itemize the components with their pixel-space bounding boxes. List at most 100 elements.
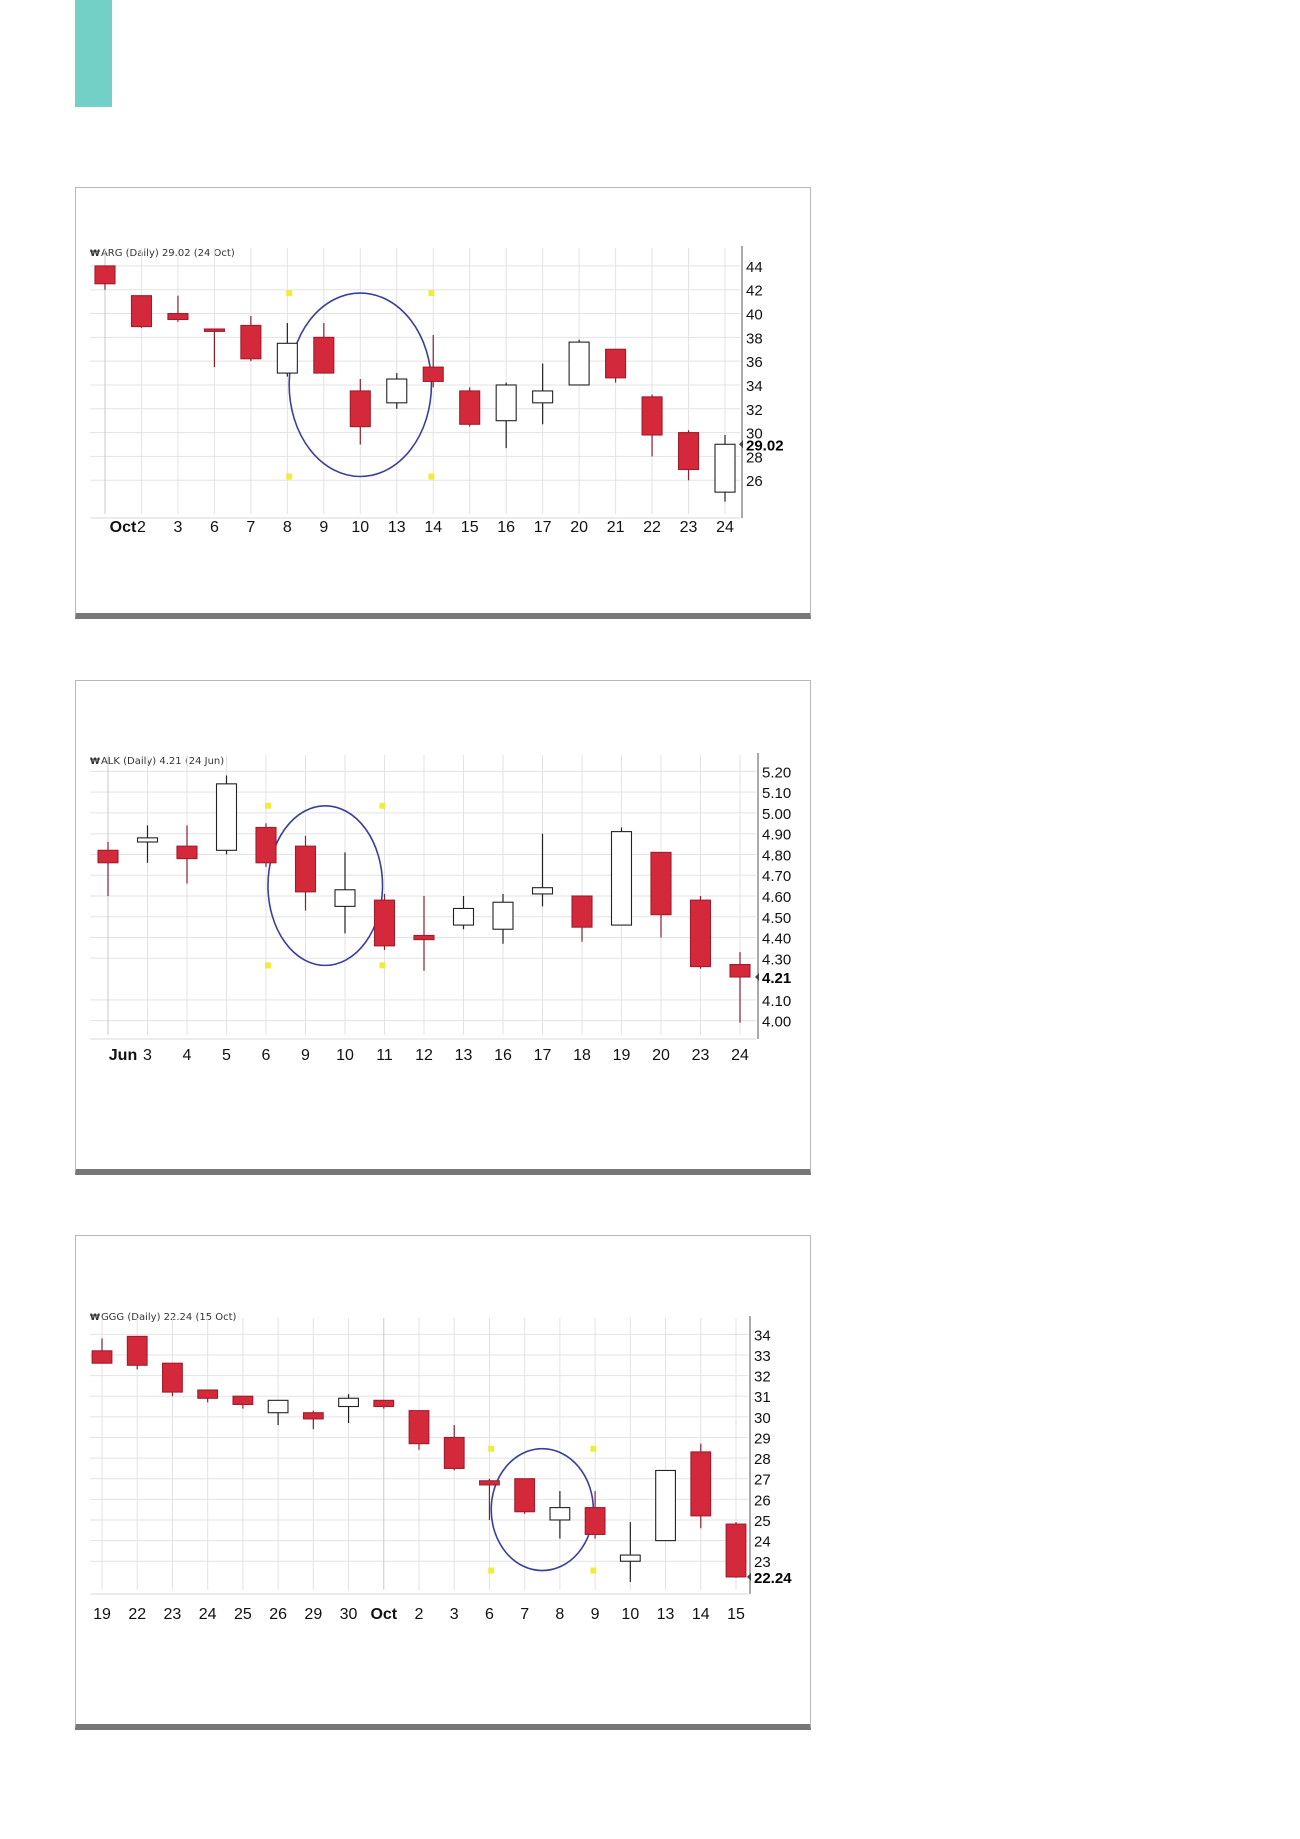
- candle: [232, 1395, 254, 1409]
- candle-body-down: [479, 1480, 500, 1486]
- candle-body-down: [677, 432, 700, 471]
- candle: [725, 1522, 747, 1578]
- candle-body-up: [495, 384, 517, 422]
- ticker-logo-icon: ₩: [90, 249, 100, 259]
- x-tick-label: 17: [534, 519, 552, 536]
- x-tick-label: 3: [173, 519, 182, 536]
- candle: [714, 434, 736, 502]
- y-tick-label: 44: [746, 259, 763, 276]
- last-value-pointer: [739, 440, 743, 449]
- candle-body-down: [408, 1410, 430, 1445]
- x-tick-label: Oct: [370, 1606, 397, 1623]
- y-tick-label: 26: [754, 1492, 771, 1509]
- candle-body-down: [91, 1350, 113, 1364]
- x-tick-label: 2: [415, 1606, 424, 1623]
- candle-body-down: [443, 1436, 465, 1469]
- x-tick-label: 23: [164, 1606, 182, 1623]
- candle: [641, 394, 663, 457]
- candle: [568, 339, 590, 386]
- y-tick-label: 29: [754, 1430, 771, 1447]
- y-tick-label: 5.10: [762, 785, 791, 802]
- x-tick-label: 10: [351, 519, 369, 536]
- y-tick-label: 4.80: [762, 847, 791, 864]
- candle-body-up: [276, 342, 298, 374]
- y-tick-label: 23: [754, 1554, 771, 1571]
- y-tick-label: 28: [746, 449, 763, 466]
- candle: [176, 825, 198, 884]
- x-tick-label: 14: [424, 519, 442, 536]
- candle-body-up: [215, 783, 238, 851]
- y-tick-label: 25: [754, 1513, 771, 1530]
- candle-body-down: [197, 1389, 219, 1399]
- x-tick-label: 24: [716, 519, 734, 536]
- candle: [443, 1425, 465, 1471]
- x-tick-label: 14: [692, 1606, 710, 1623]
- candle-body-down: [313, 336, 335, 374]
- highlight-ellipse: [288, 292, 433, 478]
- y-tick-label: 31: [754, 1389, 771, 1406]
- candle-body-down: [203, 328, 225, 332]
- candle-body-down: [584, 1507, 606, 1535]
- candle-body-down: [255, 826, 277, 864]
- candle: [386, 373, 408, 409]
- candle-body-down: [689, 899, 712, 968]
- chart-title: ₩ALK (Daily) 4.21 (24 Jun): [90, 756, 224, 767]
- y-tick-label: 4.90: [762, 827, 791, 844]
- chart-panel-alk: ₩ALK (Daily) 4.21 (24 Jun) 5.20 5.10 5.00 4…: [75, 680, 811, 1175]
- candle: [136, 825, 159, 863]
- selection-marker: [264, 962, 271, 969]
- selection-marker: [428, 473, 435, 480]
- y-tick-label: 32: [746, 402, 763, 419]
- x-tick-label: 7: [520, 1606, 529, 1623]
- candle: [452, 896, 475, 930]
- chart-title: ₩ARG (Daily) 29.02 (24 Oct): [90, 248, 235, 259]
- x-tick-label: 30: [340, 1606, 358, 1623]
- candle-body-up: [492, 901, 514, 930]
- candle: [373, 893, 396, 950]
- selection-marker: [488, 1567, 495, 1574]
- x-tick-label: 3: [450, 1606, 459, 1623]
- candle: [338, 1394, 359, 1424]
- candle: [240, 315, 262, 362]
- candle-body-down: [605, 348, 627, 379]
- candle: [197, 1389, 219, 1403]
- x-tick-label: 9: [319, 519, 328, 536]
- candle-body-up: [452, 907, 475, 926]
- x-tick-label: 7: [246, 519, 255, 536]
- candle: [690, 1443, 712, 1529]
- candle: [495, 382, 517, 449]
- x-tick-label: 9: [591, 1606, 600, 1623]
- candle: [531, 833, 554, 907]
- candle-body-up: [136, 837, 159, 843]
- x-tick-label: 19: [93, 1606, 111, 1623]
- candle-body-down: [373, 899, 396, 947]
- candle: [313, 323, 335, 374]
- candle: [408, 1410, 430, 1450]
- candle: [650, 851, 672, 938]
- chart-panel-ggg: ₩GGG (Daily) 22.24 (15 Oct) 34 33 32 31 30 29…: [75, 1235, 811, 1730]
- candle-body-down: [650, 851, 672, 916]
- x-tick-label: Jun: [109, 1047, 137, 1064]
- candle: [584, 1491, 606, 1539]
- x-tick-label: 13: [388, 519, 406, 536]
- y-tick-label: 24: [754, 1534, 771, 1551]
- selection-marker: [428, 290, 435, 297]
- candle: [276, 323, 298, 377]
- x-tick-label: 18: [573, 1047, 591, 1064]
- x-tick-label: 6: [485, 1606, 494, 1623]
- y-tick-label: 27: [754, 1472, 771, 1489]
- candle-body-down: [413, 934, 435, 941]
- candle: [677, 430, 700, 481]
- candle-body-down: [162, 1362, 183, 1393]
- last-value-label: 22.24: [754, 1570, 792, 1587]
- candle: [167, 295, 189, 322]
- selection-marker: [286, 473, 293, 480]
- x-tick-label: 4: [183, 1047, 192, 1064]
- x-tick-label: 8: [555, 1606, 564, 1623]
- candle-body-down: [641, 396, 663, 436]
- candle: [215, 775, 238, 855]
- candle: [492, 893, 514, 944]
- selection-marker: [488, 1445, 495, 1452]
- candle-body-down: [422, 366, 444, 382]
- y-tick-label: 36: [746, 354, 763, 371]
